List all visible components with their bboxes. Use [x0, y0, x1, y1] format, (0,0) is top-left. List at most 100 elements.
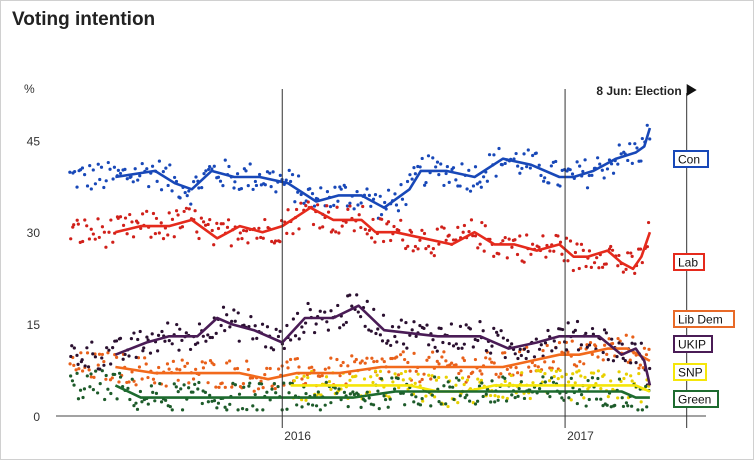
poll-dot-lib-dem: [68, 362, 72, 366]
poll-dot-con: [343, 185, 348, 189]
poll-dot-ukip: [350, 304, 354, 308]
poll-dot-lab: [240, 236, 244, 241]
poll-dot-ukip: [204, 339, 208, 343]
poll-dot-con: [202, 172, 206, 176]
poll-dot-con: [645, 123, 649, 127]
poll-dot-con: [473, 165, 478, 169]
poll-dot-green: [452, 397, 456, 401]
poll-dot-snp: [416, 372, 420, 376]
poll-dot-lab: [226, 218, 231, 222]
poll-dot-lib-dem: [144, 362, 148, 366]
poll-dot-green: [104, 373, 108, 378]
poll-dot-lab: [416, 247, 420, 251]
poll-dot-lib-dem: [200, 360, 204, 364]
poll-dot-green: [113, 372, 117, 377]
poll-dot-lab: [294, 207, 299, 212]
poll-dot-con: [431, 156, 435, 160]
poll-dot-snp: [509, 373, 513, 378]
poll-dot-green: [621, 404, 626, 409]
poll-dot-lab: [609, 244, 613, 249]
poll-dot-green: [106, 387, 110, 391]
poll-dot-lib-dem: [395, 355, 399, 359]
poll-dot-lib-dem: [638, 363, 642, 367]
poll-dot-snp: [408, 377, 412, 381]
poll-dot-lib-dem: [574, 364, 579, 368]
poll-dot-con: [454, 178, 458, 182]
poll-dot-con: [278, 173, 282, 177]
poll-dot-ukip: [519, 353, 523, 358]
poll-dot-lab: [461, 230, 465, 234]
poll-dot-snp: [637, 371, 641, 376]
poll-dot-con: [339, 187, 343, 191]
poll-dot-ukip: [127, 354, 131, 358]
poll-dot-lab: [102, 230, 106, 234]
x-tick-label: 2017: [567, 429, 594, 443]
poll-dot-lib-dem: [185, 361, 190, 365]
poll-dot-lib-dem: [462, 358, 467, 363]
poll-dot-green: [138, 389, 143, 394]
poll-dot-con: [471, 184, 476, 188]
poll-dot-lib-dem: [471, 370, 475, 374]
poll-dot-lab: [638, 247, 643, 251]
poll-dot-con: [373, 193, 378, 197]
poll-dot-snp: [462, 382, 466, 387]
poll-dot-ukip: [282, 346, 286, 351]
poll-dot-green: [599, 397, 603, 401]
poll-dot-con: [423, 183, 427, 187]
poll-dot-con: [487, 153, 492, 157]
poll-dot-snp: [505, 396, 509, 401]
poll-dot-con: [93, 182, 98, 186]
poll-dot-con: [434, 165, 438, 169]
poll-dot-green: [118, 375, 123, 379]
poll-dot-lib-dem: [146, 375, 150, 380]
poll-dot-con: [118, 171, 123, 176]
poll-dot-ukip: [341, 323, 346, 327]
series-label-box-snp: [673, 363, 707, 381]
poll-dot-lab: [125, 232, 129, 236]
poll-dot-lib-dem: [245, 359, 249, 363]
poll-dot-green: [272, 382, 276, 386]
poll-dot-ukip: [167, 339, 171, 343]
poll-dot-ukip: [410, 328, 414, 332]
poll-dot-green: [613, 403, 617, 407]
poll-dot-ukip: [422, 326, 426, 330]
poll-dot-lib-dem: [603, 343, 607, 347]
poll-dot-lib-dem: [89, 375, 93, 379]
poll-dot-lab: [187, 207, 191, 211]
poll-dot-ukip: [91, 352, 95, 356]
poll-dot-green: [223, 405, 227, 409]
poll-dot-snp: [375, 373, 379, 377]
poll-dot-lab: [199, 216, 203, 220]
poll-dot-green: [522, 396, 527, 401]
poll-dot-con: [221, 184, 225, 188]
poll-dot-lab: [337, 231, 341, 235]
poll-dot-ukip: [615, 354, 619, 359]
poll-dot-lab: [568, 239, 573, 243]
series-label-snp: SNP: [678, 366, 703, 380]
poll-dot-ukip: [431, 338, 435, 342]
poll-dot-snp: [496, 395, 501, 399]
poll-dot-lab: [624, 267, 628, 272]
poll-dot-lab: [340, 224, 344, 228]
poll-dot-green: [359, 405, 363, 409]
poll-dot-lab: [331, 228, 335, 232]
poll-dot-lib-dem: [642, 346, 647, 350]
poll-dot-snp: [430, 374, 434, 378]
poll-dot-snp: [528, 396, 532, 401]
poll-dot-con: [465, 187, 469, 191]
poll-dot-lib-dem: [457, 371, 461, 376]
poll-dot-con: [371, 197, 376, 201]
poll-dot-ukip: [412, 320, 416, 324]
poll-dot-ukip: [513, 352, 517, 356]
poll-dot-lab: [121, 223, 126, 228]
poll-dot-lib-dem: [104, 377, 108, 381]
poll-dot-con: [131, 180, 135, 184]
poll-dot-con: [426, 154, 431, 158]
poll-dot-ukip: [496, 333, 500, 337]
poll-dot-lib-dem: [585, 343, 589, 347]
poll-dot-lab: [75, 218, 79, 222]
poll-dot-ukip: [111, 346, 115, 350]
poll-dot-ukip: [359, 315, 363, 319]
poll-dot-con: [88, 164, 92, 168]
poll-dot-ukip: [537, 347, 542, 351]
